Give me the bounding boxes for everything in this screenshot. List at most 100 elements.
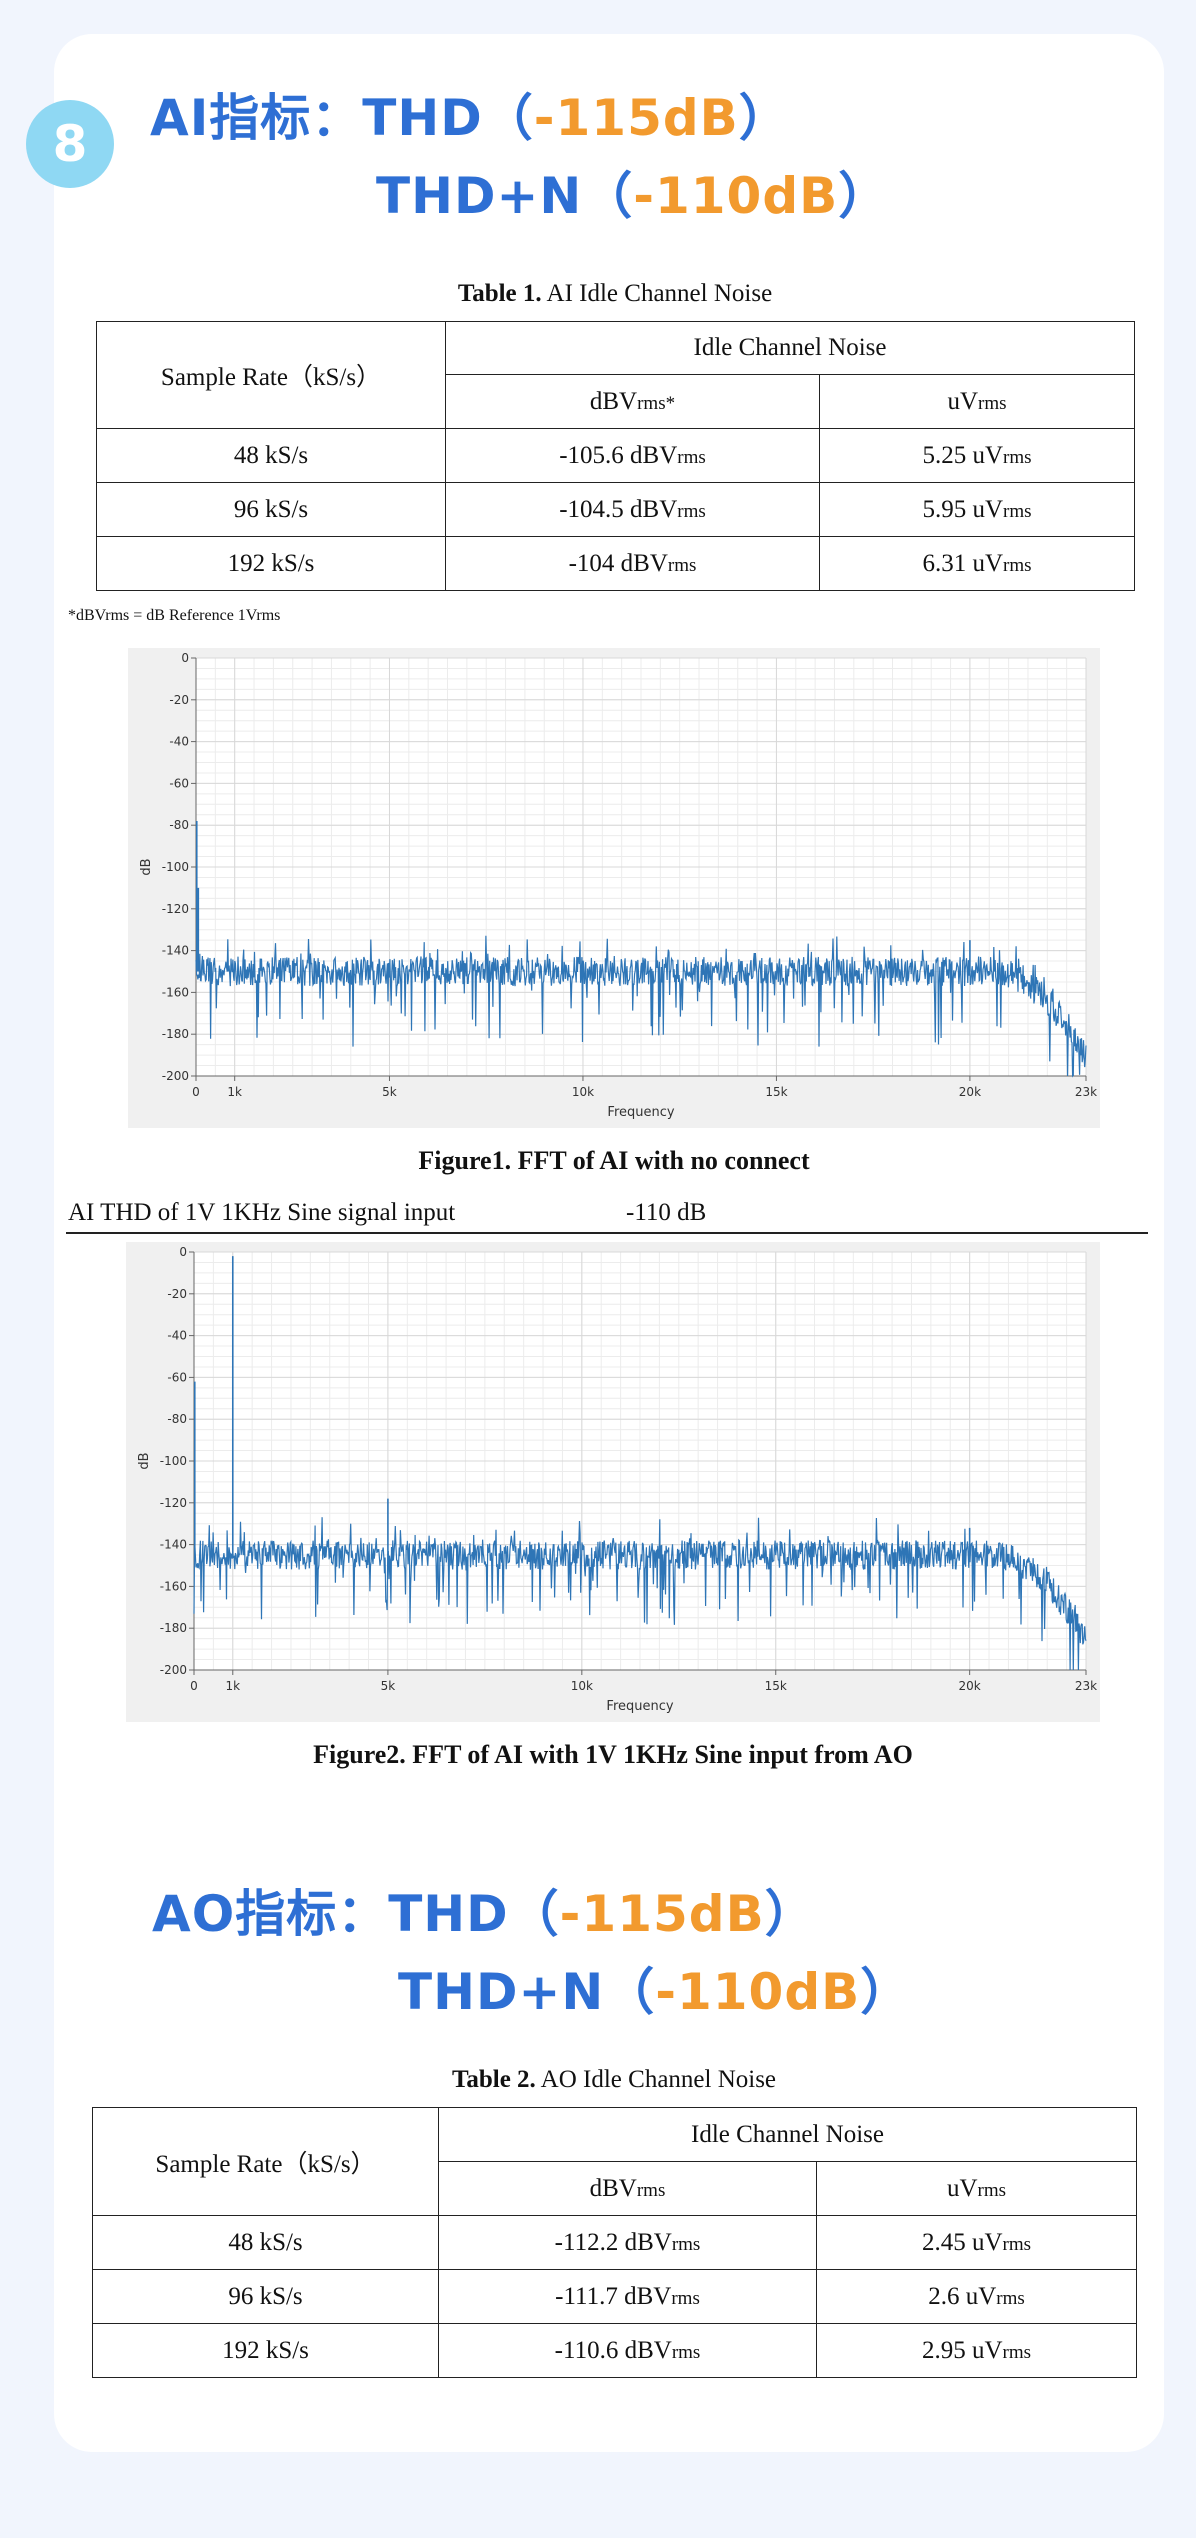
table2-caption: Table 2. AO Idle Channel Noise [92, 2066, 1136, 2094]
x-tick-label: 1k [225, 1679, 240, 1693]
y-axis-label: dB [139, 858, 154, 875]
table2-caption-text: AO Idle Channel Noise [535, 2066, 777, 2093]
y-tick-label: -140 [162, 944, 189, 958]
table-cell-uv: 2.95 uVrms [815, 2323, 1138, 2378]
fft-series-line [195, 935, 1087, 1078]
ao-thdn-value: -110dB [655, 1963, 861, 2021]
table-row: 192 kS/s -110.6 dBVrms 2.95 uVrms [92, 2323, 1138, 2378]
table1-header-dbv: dBVrms* [445, 374, 820, 429]
table-row: 96 kS/s -104.5 dBVrms 5.95 uVrms [96, 482, 1136, 537]
table1-header-rate: Sample Rate（kS/s） [96, 321, 446, 429]
y-tick-label: -160 [160, 1579, 187, 1593]
table-cell-rate: 48 kS/s [96, 428, 446, 483]
y-tick-label: -100 [160, 1454, 187, 1468]
x-tick-label: 5k [381, 1679, 396, 1693]
x-tick-label: 23k [1075, 1085, 1097, 1099]
y-tick-label: -40 [167, 1329, 187, 1343]
cell-uv-sub: rms [1002, 2341, 1032, 2363]
table1-header-uv: uVrms [818, 374, 1136, 429]
table1-header-uv-sub: rms [978, 392, 1007, 414]
ao-thd-value: -115dB [559, 1885, 765, 1943]
table-cell-rate: 96 kS/s [92, 2269, 439, 2324]
y-tick-label: -60 [167, 1370, 187, 1384]
table-row: 96 kS/s -111.7 dBVrms 2.6 uVrms [92, 2269, 1138, 2324]
x-tick-label: 20k [959, 1679, 981, 1693]
table1: Sample Rate（kS/s） Idle Channel Noise dBV… [96, 321, 1136, 591]
cell-dbv-sub: rms [671, 2233, 701, 2255]
table-cell-dbv: -105.6 dBVrms [445, 428, 820, 483]
y-axis-label: dB [137, 1452, 152, 1469]
table-cell-uv: 2.45 uVrms [815, 2215, 1138, 2270]
ai-heading-line1: AI指标：THD（-115dB） [150, 78, 790, 150]
table-cell-uv: 2.6 uVrms [815, 2269, 1138, 2324]
table1-caption-label: Table 1. [457, 280, 542, 307]
table-cell-dbv: -111.7 dBVrms [438, 2269, 817, 2324]
thd-row-label: AI THD of 1V 1KHz Sine signal input [68, 1199, 456, 1226]
x-tick-label: 1k [227, 1085, 242, 1099]
cell-uv-sub: rms [1002, 2233, 1032, 2255]
table1-header-uv-text: uV [947, 387, 979, 415]
cell-uv-value: 6.31 uV [922, 549, 1004, 577]
y-tick-label: -80 [167, 1412, 187, 1426]
x-tick-label: 15k [765, 1085, 787, 1099]
x-tick-label: 20k [959, 1085, 981, 1099]
x-tick-label: 0 [192, 1085, 200, 1099]
ao-heading-line2: THD+N（-110dB） [398, 1952, 911, 2024]
ai-thdn-value: -110dB [633, 167, 839, 225]
y-tick-label: -200 [162, 1069, 189, 1083]
cell-uv-value: 2.6 uV [928, 2282, 997, 2310]
cell-uv-sub: rms [996, 2287, 1025, 2309]
y-tick-label: -120 [162, 902, 189, 916]
table-cell-dbv: -112.2 dBVrms [438, 2215, 817, 2270]
cell-uv-value: 2.95 uV [921, 2336, 1003, 2364]
ai-thdn-label: THD+N（ [376, 167, 634, 225]
ao-thd-close: ） [764, 1885, 816, 1943]
ai-thd-close: ） [738, 89, 790, 147]
cell-dbv-sub: rms [677, 500, 706, 522]
table2-header-uv-sub: rms [977, 2179, 1007, 2201]
divider-line [66, 1232, 1148, 1234]
table-row: 192 kS/s -104 dBVrms 6.31 uVrms [96, 536, 1136, 591]
y-tick-label: -120 [160, 1496, 187, 1510]
ao-thd-label: AO指标：THD（ [152, 1885, 560, 1943]
cell-uv-value: 2.45 uV [921, 2228, 1003, 2256]
table1-header-dbv-text: dBV [589, 387, 638, 415]
ao-thdn-close: ） [860, 1963, 912, 2021]
fft-series-line [193, 1517, 1087, 1671]
y-tick-label: -40 [169, 735, 189, 749]
ai-thd-value: -115dB [533, 89, 739, 147]
table-cell-dbv: -110.6 dBVrms [438, 2323, 817, 2378]
x-tick-label: 15k [765, 1679, 787, 1693]
cell-uv-sub: rms [1003, 446, 1032, 468]
table2-caption-label: Table 2. [451, 2066, 536, 2093]
x-axis-label: Frequency [607, 1105, 674, 1120]
table2-header-dbv-text: dBV [589, 2174, 637, 2202]
x-tick-label: 0 [190, 1679, 198, 1693]
table-cell-uv: 6.31 uVrms [818, 536, 1136, 591]
ai-thd-label: AI指标：THD（ [150, 89, 534, 147]
cell-dbv-sub: rms [671, 2341, 701, 2363]
y-tick-label: -140 [160, 1538, 187, 1552]
y-tick-label: 0 [179, 1245, 187, 1259]
x-axis-label: Frequency [606, 1699, 673, 1714]
ao-heading-line1: AO指标：THD（-115dB） [152, 1874, 816, 1946]
ai-thdn-close: ） [838, 167, 890, 225]
x-tick-label: 10k [571, 1679, 593, 1693]
cell-dbv-sub: rms [677, 446, 706, 468]
ai-heading-line2: THD+N（-110dB） [376, 156, 889, 228]
cell-dbv-value: -110.6 dBV [554, 2336, 672, 2364]
table-cell-uv: 5.95 uVrms [818, 482, 1136, 537]
y-tick-label: -80 [169, 818, 189, 832]
y-tick-label: -200 [160, 1663, 187, 1677]
table-cell-dbv: -104 dBVrms [445, 536, 820, 591]
table1-header-group: Idle Channel Noise [444, 321, 1136, 375]
y-tick-label: -20 [169, 693, 189, 707]
cell-dbv-value: -112.2 dBV [554, 2228, 672, 2256]
table2-header-rate: Sample Rate（kS/s） [92, 2107, 439, 2216]
y-tick-label: 0 [181, 651, 189, 665]
y-tick-label: -60 [169, 776, 189, 790]
table2-header-uv: uVrms [815, 2161, 1138, 2216]
table2-header-dbv: dBVrms [438, 2161, 817, 2216]
